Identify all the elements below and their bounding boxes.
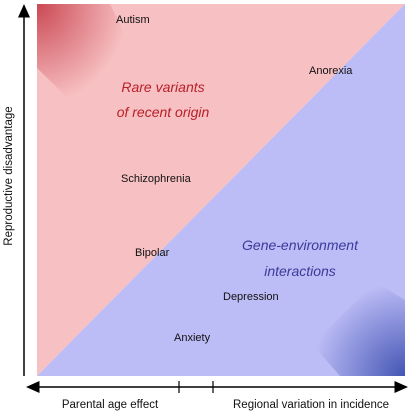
disorder-label-anorexia: Anorexia bbox=[309, 65, 353, 77]
disorder-label-depression: Depression bbox=[223, 291, 279, 303]
gene-environment-title-line1: Gene-environment bbox=[242, 237, 359, 253]
x-axis-left-label: Parental age effect bbox=[62, 399, 159, 411]
gene-environment-region bbox=[37, 4, 405, 376]
disorder-label-anxiety: Anxiety bbox=[174, 332, 211, 344]
y-axis-label: Reproductive disadvantage bbox=[3, 106, 15, 245]
gene-environment-title-line2: interactions bbox=[264, 263, 336, 279]
rare-variants-title-line2: of recent origin bbox=[117, 104, 210, 120]
red-corner-marker bbox=[37, 4, 128, 104]
blue-corner-marker bbox=[312, 282, 405, 376]
disorder-label-bipolar: Bipolar bbox=[135, 247, 170, 259]
disorder-label-schizophrenia: Schizophrenia bbox=[121, 173, 192, 185]
rare-variants-title-line1: Rare variants bbox=[121, 79, 204, 95]
x-axis-right-label: Regional variation in incidence bbox=[233, 399, 389, 411]
disorder-label-autism: Autism bbox=[116, 14, 150, 26]
